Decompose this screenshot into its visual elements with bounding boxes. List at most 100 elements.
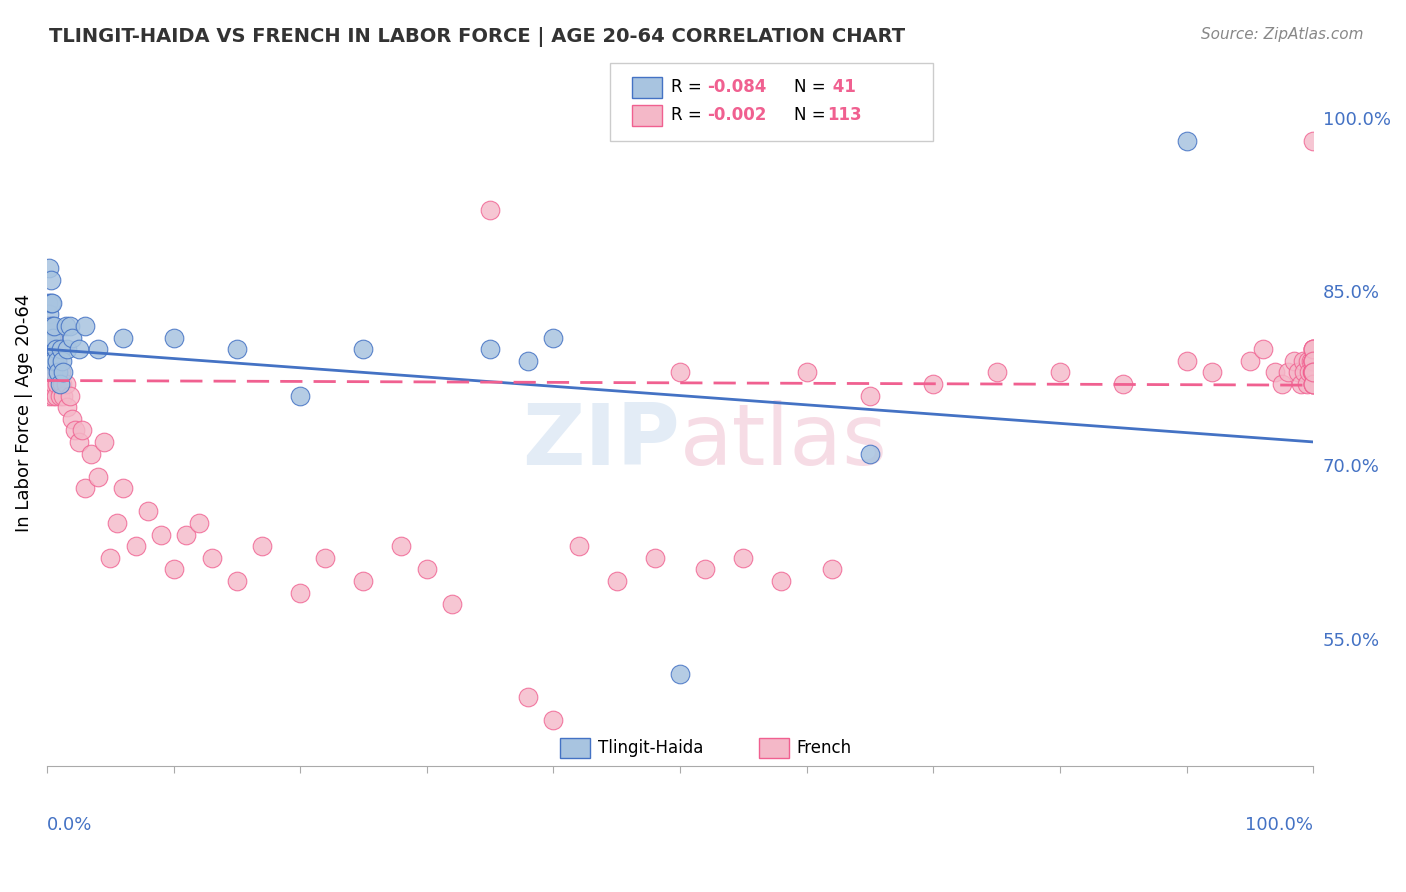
Point (1302, 376, 1324, 391)
Point (288, 585, 311, 599)
Point (174, 527, 197, 541)
Point (1294, 366, 1316, 380)
Point (1296, 354, 1319, 368)
Point (46, 366, 69, 380)
Point (644, 550, 666, 565)
Point (60, 411, 83, 425)
Text: Tlingit-Haida: Tlingit-Haida (598, 739, 703, 757)
Point (1302, 354, 1324, 368)
FancyBboxPatch shape (631, 77, 662, 98)
Point (45, 343, 67, 357)
Text: N =: N = (794, 78, 831, 96)
Point (86, 469, 108, 483)
Point (1302, 366, 1324, 380)
Point (1302, 354, 1324, 368)
Point (250, 539, 273, 553)
Point (49, 343, 72, 357)
Point (1301, 366, 1323, 380)
Text: Source: ZipAtlas.com: Source: ZipAtlas.com (1201, 27, 1364, 42)
Point (44, 354, 66, 368)
Point (1302, 376, 1324, 391)
Point (315, 550, 337, 565)
FancyBboxPatch shape (610, 63, 934, 141)
Text: -0.002: -0.002 (707, 106, 766, 124)
Point (67, 434, 90, 449)
Point (695, 562, 717, 576)
Point (42, 354, 65, 368)
Point (187, 516, 209, 530)
Point (1302, 366, 1324, 380)
Point (39, 331, 62, 345)
Point (821, 562, 844, 576)
Point (353, 343, 375, 357)
Point (770, 574, 793, 588)
Point (1277, 366, 1299, 380)
Point (225, 574, 247, 588)
Text: ZIP: ZIP (523, 400, 681, 483)
Point (1302, 354, 1324, 368)
Point (353, 574, 375, 588)
Point (38, 354, 60, 368)
Point (38, 343, 60, 357)
Point (1201, 366, 1223, 380)
Point (93, 434, 115, 449)
Point (39, 343, 62, 357)
Point (67, 343, 90, 357)
Point (288, 388, 311, 402)
Point (1112, 376, 1135, 391)
Point (162, 331, 184, 345)
Text: 0.0%: 0.0% (46, 816, 93, 834)
Point (1302, 354, 1324, 368)
Point (1302, 376, 1324, 391)
Text: 41: 41 (827, 78, 856, 96)
Point (59, 388, 82, 402)
Point (56, 400, 79, 414)
Point (162, 562, 184, 576)
Point (1264, 366, 1286, 380)
Point (39, 354, 62, 368)
Point (51, 376, 73, 391)
FancyBboxPatch shape (631, 105, 662, 126)
Point (49, 366, 72, 380)
Y-axis label: In Labor Force | Age 20-64: In Labor Force | Age 20-64 (15, 293, 32, 533)
Point (72, 423, 94, 437)
Point (1284, 354, 1306, 368)
Point (63, 423, 86, 437)
Text: R =: R = (671, 78, 707, 96)
Point (517, 690, 540, 704)
Point (922, 376, 945, 391)
Point (1049, 366, 1071, 380)
Point (606, 574, 628, 588)
Point (46, 366, 69, 380)
Point (38, 308, 60, 322)
Point (48, 376, 70, 391)
Point (37, 319, 59, 334)
Point (37, 343, 59, 357)
Point (39, 354, 62, 368)
Point (1302, 134, 1324, 148)
Point (105, 516, 128, 530)
Point (543, 331, 565, 345)
Point (416, 562, 439, 576)
Point (52, 366, 75, 380)
Point (136, 504, 159, 518)
Point (1251, 343, 1274, 357)
Point (39, 273, 62, 287)
Point (1302, 343, 1324, 357)
Point (1302, 366, 1324, 380)
Point (517, 354, 540, 368)
Point (1302, 366, 1324, 380)
Point (41, 296, 63, 310)
Text: R =: R = (671, 106, 707, 124)
Point (46, 354, 69, 368)
Point (1298, 366, 1320, 380)
Point (42, 331, 65, 345)
Point (1302, 366, 1324, 380)
Point (1296, 376, 1319, 391)
Point (38, 343, 60, 357)
Point (98, 550, 121, 565)
Point (543, 713, 565, 727)
Point (669, 666, 692, 681)
Point (124, 539, 146, 553)
Point (1292, 354, 1315, 368)
